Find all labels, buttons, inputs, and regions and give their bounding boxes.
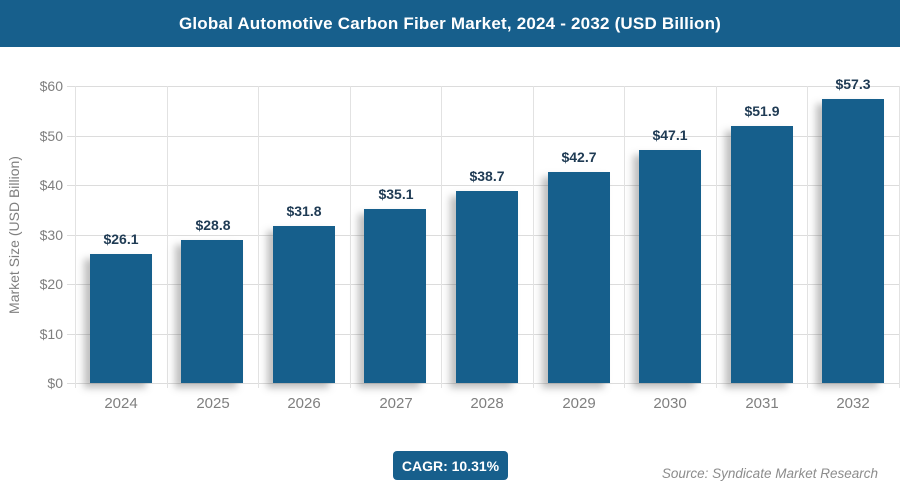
- bar-value-label: $47.1: [652, 127, 688, 143]
- bar: [456, 191, 518, 383]
- bar: [364, 209, 426, 383]
- bar-value-label: $51.9: [744, 103, 780, 119]
- bar: [639, 150, 701, 383]
- y-tick-label: $60: [39, 78, 63, 94]
- y-tick-label: $10: [39, 326, 63, 342]
- bar: [548, 172, 610, 383]
- y-gridline: [67, 383, 899, 384]
- bar-value-label: $38.7: [469, 168, 505, 184]
- bar-value-label: $26.1: [103, 231, 139, 247]
- x-gridline: [807, 86, 808, 388]
- x-tick-label: 2029: [562, 395, 596, 412]
- y-tick-label: $20: [39, 276, 63, 292]
- cagr-badge: CAGR: 10.31%: [393, 451, 508, 480]
- x-gridline: [624, 86, 625, 388]
- bar-value-label: $57.3: [835, 76, 871, 92]
- bar: [181, 240, 243, 383]
- x-tick-label: 2028: [470, 395, 504, 412]
- x-tick-label: 2027: [379, 395, 413, 412]
- source-credit: Source: Syndicate Market Research: [661, 466, 878, 481]
- x-gridline: [75, 86, 76, 388]
- x-gridline: [533, 86, 534, 388]
- chart-title: Global Automotive Carbon Fiber Market, 2…: [178, 13, 722, 33]
- bar: [731, 126, 793, 383]
- x-tick-label: 2026: [287, 395, 321, 412]
- chart-title-bar: Global Automotive Carbon Fiber Market, 2…: [0, 0, 900, 47]
- y-gridline: [67, 86, 899, 87]
- bar: [90, 254, 152, 383]
- x-gridline: [258, 86, 259, 388]
- x-gridline: [716, 86, 717, 388]
- x-gridline: [167, 86, 168, 388]
- x-tick-label: 2025: [196, 395, 230, 412]
- bar-value-label: $35.1: [378, 186, 414, 202]
- y-gridline: [67, 185, 899, 186]
- x-gridline: [350, 86, 351, 388]
- y-tick-label: $0: [47, 375, 63, 391]
- x-gridline: [441, 86, 442, 388]
- bar-value-label: $31.8: [286, 203, 322, 219]
- bar: [273, 226, 335, 383]
- y-tick-label: $30: [39, 227, 63, 243]
- x-tick-label: 2030: [653, 395, 687, 412]
- bar-value-label: $28.8: [195, 217, 231, 233]
- x-tick-label: 2032: [836, 395, 870, 412]
- bar-value-label: $42.7: [561, 149, 597, 165]
- x-tick-label: 2031: [745, 395, 779, 412]
- y-tick-label: $40: [39, 177, 63, 193]
- y-tick-label: $50: [39, 128, 63, 144]
- y-gridline: [67, 136, 899, 137]
- bar: [822, 99, 884, 383]
- x-tick-label: 2024: [104, 395, 138, 412]
